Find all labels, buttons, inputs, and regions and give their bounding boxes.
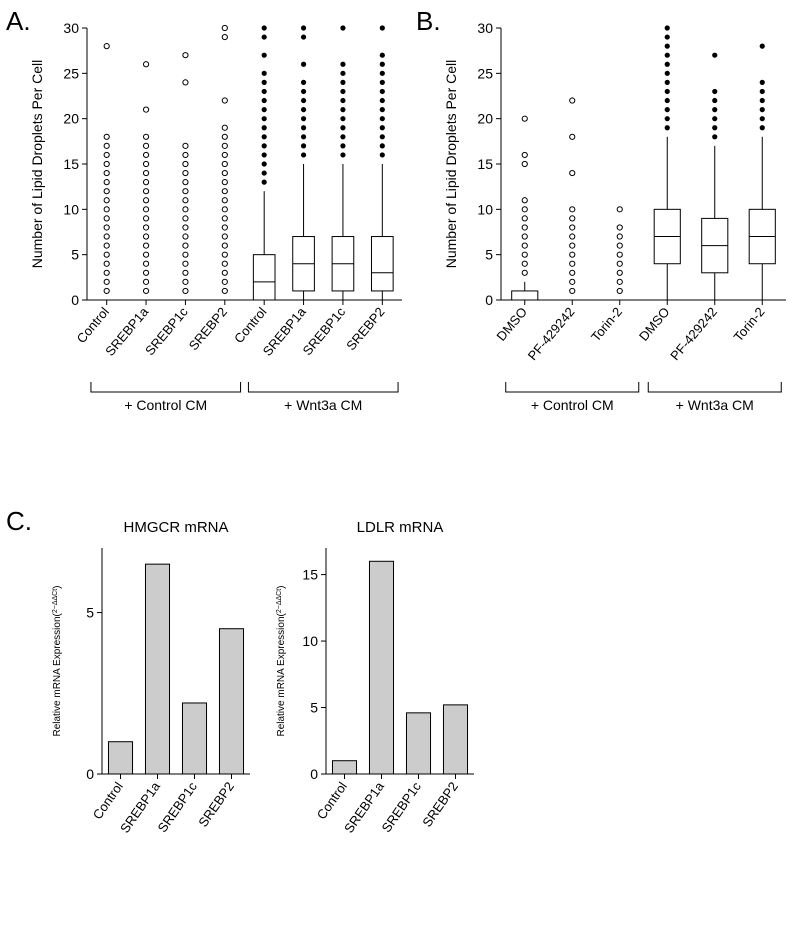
svg-text:0: 0 — [71, 292, 79, 308]
svg-text:Control: Control — [314, 779, 350, 822]
svg-text:SREBP2: SREBP2 — [343, 304, 387, 353]
svg-text:SREBP2: SREBP2 — [186, 304, 230, 353]
svg-text:+ Control CM: + Control CM — [531, 397, 614, 413]
svg-text:15: 15 — [63, 156, 79, 172]
svg-text:Torin-2: Torin-2 — [731, 304, 768, 344]
svg-text:20: 20 — [63, 111, 79, 127]
svg-text:Relative mRNA Expression(2−ΔΔC: Relative mRNA Expression(2−ΔΔCt) — [52, 585, 64, 736]
svg-text:30: 30 — [63, 20, 79, 36]
svg-text:Control: Control — [231, 304, 269, 346]
svg-text:Number of Lipid Droplets Per C: Number of Lipid Droplets Per Cell — [443, 60, 459, 269]
svg-text:0: 0 — [485, 292, 493, 308]
svg-text:25: 25 — [63, 65, 79, 81]
svg-text:DMSO: DMSO — [636, 304, 673, 344]
panel-label-c: C. — [6, 506, 32, 537]
svg-text:Number of Lipid Droplets Per C: Number of Lipid Droplets Per Cell — [29, 60, 45, 269]
svg-text:SREBP2: SREBP2 — [195, 779, 237, 830]
figure-root: A. B. C. 051015202530Number of Lipid Dro… — [0, 0, 798, 940]
chart-panel-a: 0 5 10 15 20 25 30 Number of Lipid Droplets Per… — [12, 10, 412, 510]
svg-text:PF-429242: PF-429242 — [525, 304, 578, 363]
svg-text:5: 5 — [71, 247, 79, 263]
svg-text:SREBP1c: SREBP1c — [300, 304, 349, 358]
svg-text:PF-429242: PF-429242 — [667, 304, 720, 363]
svg-text:+ Control CM: + Control CM — [124, 397, 207, 413]
svg-text:SREBP2: SREBP2 — [419, 779, 461, 830]
svg-text:HMGCR mRNA: HMGCR mRNA — [124, 519, 229, 536]
svg-text:10: 10 — [477, 201, 493, 217]
svg-text:DMSO: DMSO — [493, 304, 530, 344]
svg-text:10: 10 — [302, 633, 318, 649]
svg-text:5: 5 — [310, 700, 318, 716]
svg-text:0: 0 — [86, 766, 94, 782]
svg-text:5: 5 — [485, 247, 493, 263]
chart-panel-c-ldlr: LDLR mRNA 0 5 10 15 Relative mRNA Expression(… — [264, 514, 484, 944]
svg-text:30: 30 — [477, 20, 493, 36]
svg-text:5: 5 — [86, 605, 94, 621]
svg-text:+ Wnt3a CM: + Wnt3a CM — [676, 397, 754, 413]
svg-text:LDLR mRNA: LDLR mRNA — [357, 519, 444, 536]
svg-text:Control: Control — [90, 779, 126, 822]
svg-text:10: 10 — [63, 201, 79, 217]
svg-text:15: 15 — [302, 567, 318, 583]
svg-text:25: 25 — [477, 65, 493, 81]
svg-text:SREBP1c: SREBP1c — [142, 304, 191, 358]
chart-panel-c-hmgcr: HMGCR mRNA 0 5 Relative mRNA Expression(2−Δ… — [40, 514, 260, 944]
chart-panel-b: 0 5 10 15 20 25 30 Number of Lipid Droplets Per… — [426, 10, 796, 510]
svg-text:20: 20 — [477, 111, 493, 127]
svg-text:Control: Control — [74, 304, 112, 346]
svg-text:Torin-2: Torin-2 — [588, 304, 625, 344]
svg-text:+ Wnt3a CM: + Wnt3a CM — [284, 397, 362, 413]
svg-text:15: 15 — [477, 156, 493, 172]
svg-text:0: 0 — [310, 766, 318, 782]
svg-text:Relative mRNA Expression(2−ΔΔC: Relative mRNA Expression(2−ΔΔCt) — [276, 585, 288, 736]
